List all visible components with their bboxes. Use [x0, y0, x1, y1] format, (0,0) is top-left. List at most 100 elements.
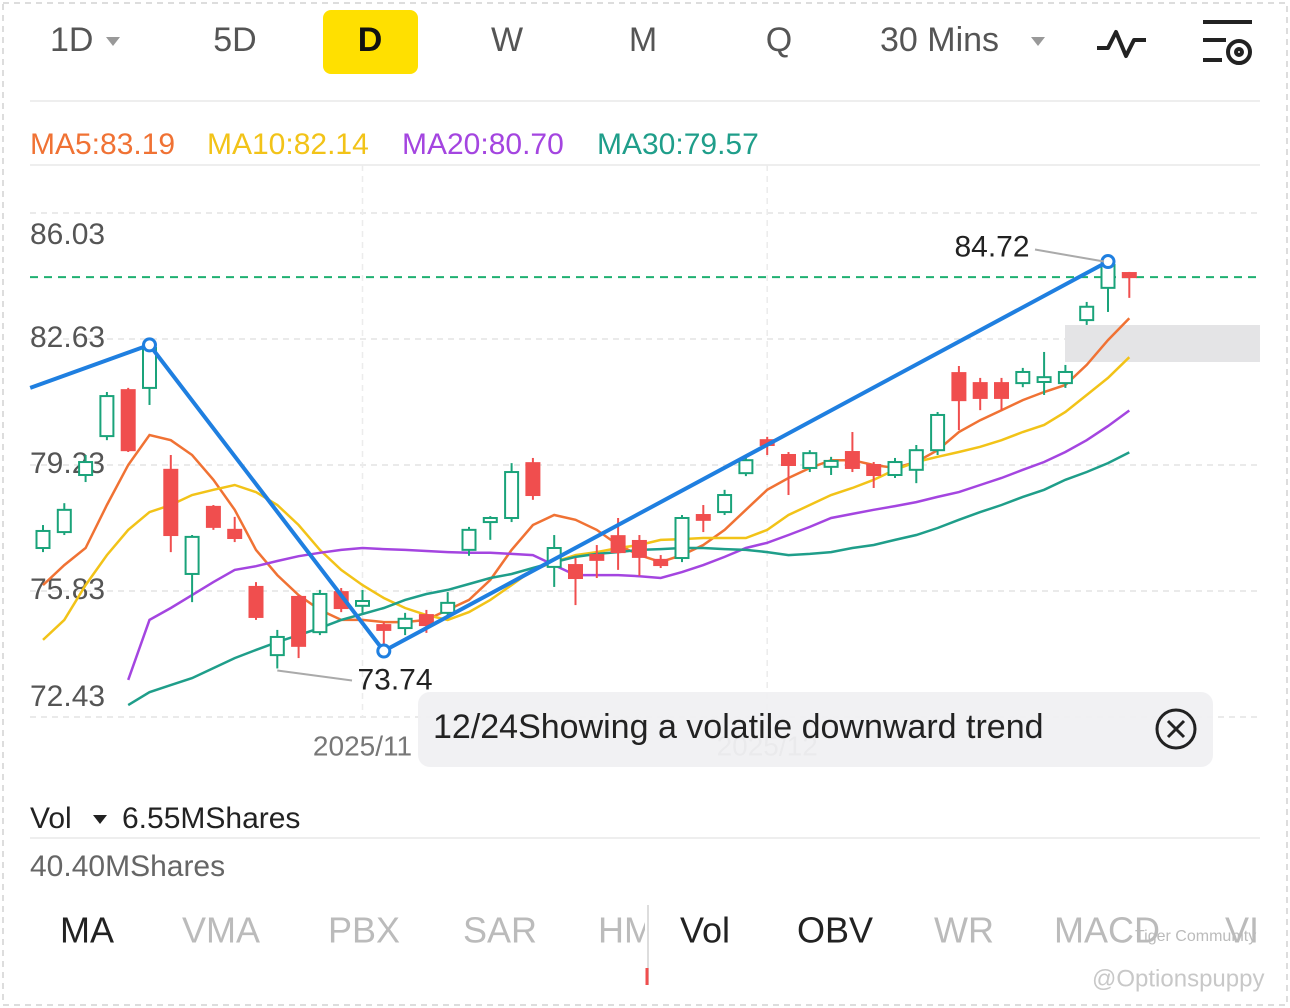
candle-body — [291, 595, 307, 647]
indicator-tab[interactable]: SAR — [463, 910, 537, 951]
trend-vertex — [142, 337, 157, 353]
highlight-zone — [1065, 325, 1260, 362]
candle-body — [355, 600, 370, 607]
timeframe-tab[interactable]: 30 Mins — [880, 21, 999, 59]
timeframe-tab[interactable]: Q — [766, 21, 792, 59]
x-tick-label: 2025/11 — [313, 730, 412, 761]
indicator-tab[interactable]: VI — [1225, 910, 1259, 951]
indicator-tab[interactable]: Vol — [680, 910, 730, 951]
candle-body — [440, 601, 456, 614]
legend-entry: MA20:80.70 — [402, 128, 564, 161]
indicator-tab[interactable]: VMA — [182, 910, 260, 951]
ma-legend: MA5:83.19 MA10:82.14 MA20:80.70 MA30:79.57 — [30, 128, 759, 161]
candle-body — [674, 516, 690, 560]
candle-body — [887, 461, 903, 477]
dropdown-arrow — [1031, 37, 1045, 46]
indicator-tab[interactable]: WR — [934, 910, 994, 951]
candle-body — [1015, 370, 1031, 385]
candle-body — [908, 449, 924, 471]
sub-indicator-tabs: Vol OBV WR MACD VI — [680, 910, 1259, 951]
watermark: Tiger Community — [1135, 928, 1256, 945]
dropdown-arrow[interactable] — [93, 815, 107, 824]
candle-body — [972, 382, 988, 399]
timeframe-tab[interactable]: 1D — [50, 21, 93, 59]
candle-body — [738, 459, 754, 475]
ma-line — [127, 451, 1130, 707]
tooltip-bg — [418, 692, 1213, 767]
y-tick-label: 86.03 — [30, 218, 105, 251]
indicator-tab[interactable]: HM — [598, 910, 654, 951]
close-cross — [1166, 719, 1186, 739]
candle-body — [99, 395, 115, 438]
timeframe-tab[interactable]: W — [491, 21, 523, 59]
legend-entry: MA5:83.19 — [30, 128, 175, 161]
y-tick-label: 79.23 — [30, 447, 105, 480]
candle-body — [397, 617, 413, 630]
candle-body — [1036, 376, 1052, 383]
candle-body — [461, 528, 477, 551]
y-tick-label: 72.43 — [30, 680, 105, 713]
candle-body — [631, 539, 647, 558]
volume-max: 40.40MShares — [30, 850, 225, 883]
tooltip-text: 12/24Showing a volatile downward trend — [433, 708, 1044, 746]
settings-icon[interactable] — [1203, 20, 1252, 65]
ma-line — [42, 356, 1131, 641]
low-label: 73.74 — [357, 663, 432, 696]
indicator-icon[interactable] — [1097, 30, 1146, 58]
selected-tab-bg — [323, 10, 418, 74]
candle-body — [610, 535, 626, 554]
candle-body — [482, 516, 498, 524]
y-tick-label: 82.63 — [30, 321, 105, 354]
candle-body — [56, 508, 72, 534]
close-circle — [1155, 708, 1197, 750]
indicator-tab[interactable]: PBX — [328, 910, 400, 951]
candle-body — [1079, 305, 1095, 322]
candle-body — [781, 453, 796, 466]
timeframe-tab[interactable]: D — [358, 21, 383, 59]
tooltip-close[interactable] — [1155, 708, 1197, 750]
candle-body — [994, 382, 1009, 399]
candle-body — [930, 413, 946, 452]
candle-body — [951, 372, 967, 402]
watermark: @Optionspuppy — [1092, 965, 1264, 992]
candle-body — [823, 459, 839, 468]
toolbar: 1D 5D D W M Q 30 Mins — [50, 21, 999, 59]
candle-body — [418, 614, 434, 627]
timeframe-tab[interactable]: M — [629, 21, 657, 59]
dropdown-arrow — [106, 37, 120, 46]
legend-entry: MA10:82.14 — [207, 128, 369, 161]
high-label: 84.72 — [954, 230, 1029, 263]
ma-line — [127, 409, 1131, 681]
indicator-tab[interactable]: OBV — [797, 910, 873, 951]
candle-body — [1121, 272, 1137, 279]
volume-title: Vol — [30, 802, 72, 835]
candle-body — [312, 592, 328, 634]
indicator-tab[interactable]: MACD — [1054, 910, 1160, 951]
trend-line — [29, 259, 1109, 653]
indicator-tab[interactable]: MA — [60, 910, 114, 951]
candle-body — [568, 564, 583, 580]
leader-line — [277, 669, 353, 682]
candle-body — [844, 451, 860, 469]
ma-line — [42, 317, 1131, 624]
candle-body — [802, 452, 818, 469]
candle-body — [1057, 370, 1073, 385]
timeframe-tab[interactable]: 5D — [213, 21, 256, 59]
candle-body — [248, 585, 264, 618]
candle-body — [525, 462, 541, 497]
candle-body — [184, 535, 200, 575]
candle-body — [695, 514, 711, 521]
y-tick-label: 75.83 — [30, 573, 105, 606]
main-indicator-tabs: MA VMA PBX SAR HM — [60, 910, 654, 951]
leader-line — [1034, 248, 1105, 263]
price-chart: 2025/112025/1286.0382.6379.2375.8372.438… — [29, 165, 1260, 767]
candle-body — [653, 558, 669, 567]
candle-body — [227, 528, 243, 540]
candle-body — [78, 461, 94, 477]
candle-body — [269, 635, 285, 657]
candle-body — [35, 529, 51, 550]
candle-body — [504, 471, 520, 519]
candle-body — [717, 494, 733, 514]
